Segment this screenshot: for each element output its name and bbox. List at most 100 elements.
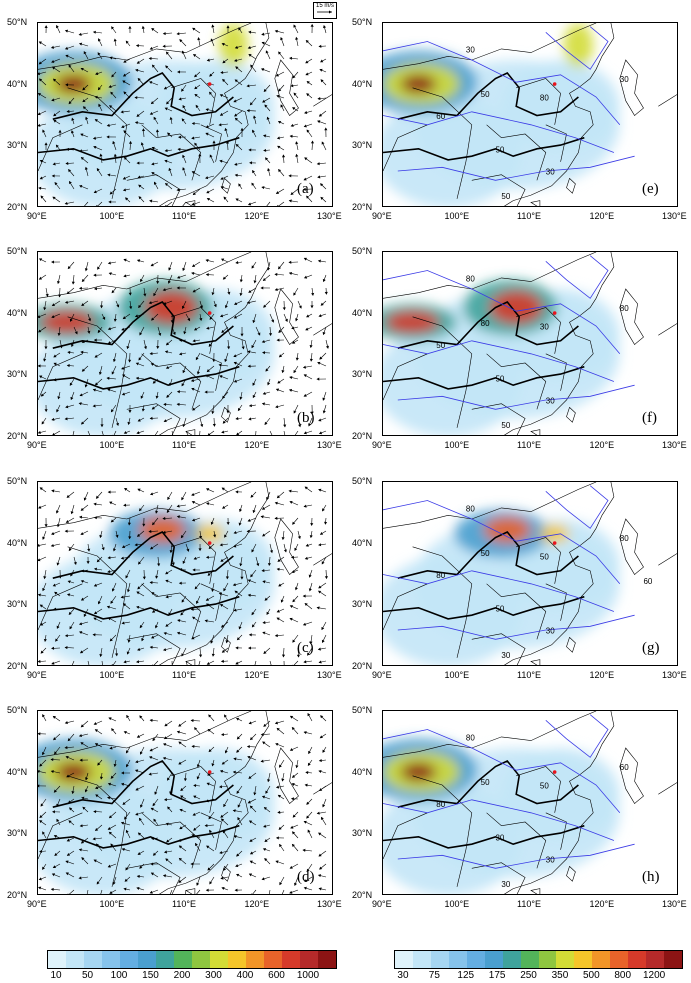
- wind-arrowhead: [232, 809, 236, 813]
- wind-arrowhead: [148, 529, 152, 534]
- wind-arrowhead: [57, 280, 61, 285]
- wind-arrowhead: [317, 361, 321, 365]
- wind-arrowhead: [177, 147, 181, 151]
- wind-arrowhead: [52, 432, 55, 435]
- wind-arrowhead: [171, 562, 175, 566]
- colorbar-swatch: [264, 951, 282, 968]
- wind-arrowhead: [261, 877, 265, 881]
- wind-arrowhead: [288, 388, 293, 392]
- concentration-blob: [38, 326, 178, 435]
- wind-arrowhead: [192, 289, 196, 293]
- wind-arrowhead: [148, 772, 152, 776]
- wind-arrowhead: [128, 536, 132, 540]
- wind-arrowhead: [295, 141, 299, 145]
- wind-arrowhead: [38, 732, 41, 736]
- wind-arrowhead: [65, 860, 69, 864]
- wind-arrowhead: [99, 776, 104, 780]
- wind-arrowhead: [108, 85, 112, 89]
- wind-arrowhead: [233, 379, 238, 383]
- wind-arrowhead: [319, 531, 324, 535]
- wind-arrowhead: [135, 760, 139, 764]
- wind-arrowhead: [93, 567, 98, 571]
- wind-arrowhead: [58, 294, 62, 298]
- wind-arrowhead: [107, 341, 111, 344]
- wind-arrowhead: [92, 837, 96, 841]
- wind-arrowhead: [274, 721, 279, 725]
- contour-label: 30: [546, 627, 555, 636]
- wind-arrowhead: [317, 120, 321, 124]
- contour-label: 80: [436, 800, 445, 809]
- wind-arrowhead: [318, 585, 322, 589]
- wind-arrowhead: [152, 664, 154, 665]
- wind-arrowhead: [190, 719, 194, 723]
- wind-arrowhead: [140, 804, 143, 808]
- wind-arrowhead: [236, 736, 240, 740]
- wind-arrowhead: [137, 647, 141, 651]
- wind-arrowhead: [264, 858, 268, 862]
- lon-tick-label: 90°E: [27, 211, 47, 221]
- wind-arrowhead: [193, 54, 197, 57]
- wind-arrowhead: [198, 153, 202, 157]
- wind-arrowhead: [66, 774, 70, 778]
- colorbar-swatch: [538, 951, 557, 968]
- wind-arrowhead: [322, 278, 326, 283]
- contour-line: [383, 41, 621, 126]
- wind-arrowhead: [81, 340, 85, 344]
- colorbar-swatch: [574, 951, 593, 968]
- wind-arrowhead: [55, 638, 59, 642]
- wind-arrowhead: [262, 277, 267, 281]
- wind-arrowhead: [278, 88, 282, 92]
- wind-arrowhead: [65, 83, 69, 87]
- wind-arrowhead: [123, 660, 127, 664]
- wind-arrowhead: [261, 506, 266, 510]
- boundary-line: [38, 353, 83, 401]
- wind-arrowhead: [140, 278, 143, 283]
- wind-arrowhead: [110, 775, 114, 779]
- contour-label: 50: [540, 553, 549, 562]
- wind-arrowhead: [109, 501, 113, 505]
- wind-arrowhead: [92, 388, 96, 392]
- boundary-line: [486, 353, 547, 410]
- wind-arrowhead: [98, 103, 102, 107]
- wind-arrowhead: [65, 161, 69, 165]
- lon-tick-label: 130°E: [317, 899, 342, 909]
- wind-arrowhead: [142, 523, 146, 527]
- wind-arrowhead: [165, 365, 170, 369]
- wind-arrowhead: [153, 116, 157, 120]
- wind-arrowhead: [235, 864, 239, 868]
- wind-arrowhead: [277, 810, 281, 814]
- concentration-blob: [539, 524, 570, 544]
- wind-arrowhead: [51, 303, 56, 307]
- wind-arrowhead: [264, 839, 268, 842]
- wind-arrowhead: [222, 830, 226, 834]
- wind-arrowhead: [316, 811, 320, 815]
- boundary-line: [412, 87, 473, 199]
- wind-arrow: [198, 660, 201, 665]
- lat-tick-label: 40°N: [7, 78, 28, 89]
- wind-arrowhead: [222, 395, 226, 399]
- wind-arrowhead: [78, 734, 83, 738]
- wind-arrowhead: [249, 851, 254, 855]
- wind-arrowhead: [123, 431, 127, 434]
- wind-arrowhead: [237, 407, 241, 412]
- wind-arrowhead: [100, 424, 104, 428]
- wind-arrowhead: [305, 60, 309, 64]
- wind-arrowhead: [111, 74, 115, 78]
- wind-arrowhead: [162, 516, 166, 521]
- wind-arrowhead: [176, 32, 180, 36]
- wind-arrowhead: [137, 175, 141, 179]
- wind-arrowhead: [68, 547, 72, 552]
- contour-label: 80: [466, 734, 475, 743]
- map-panel-a: [37, 22, 333, 207]
- concentration-blob: [218, 23, 249, 68]
- boundary-line: [383, 124, 428, 172]
- boundary-line: [383, 812, 428, 860]
- wind-arrowhead: [54, 852, 58, 856]
- wind-arrowhead: [69, 626, 73, 630]
- wind-arrowhead: [67, 800, 72, 804]
- concentration-blob: [55, 762, 92, 782]
- colorbar-swatch: [646, 951, 665, 968]
- colorbar-label: 50: [81, 970, 94, 981]
- contour-label: 50: [501, 421, 510, 430]
- wind-arrowhead: [283, 549, 287, 553]
